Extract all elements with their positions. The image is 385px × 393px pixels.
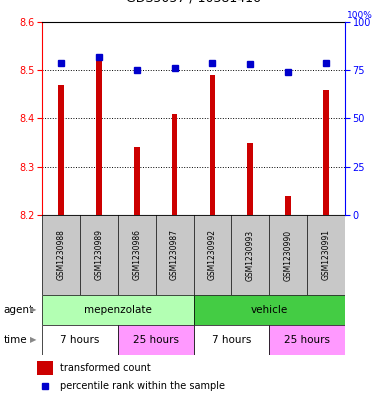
Text: GSM1230990: GSM1230990 <box>284 230 293 281</box>
Bar <box>323 90 329 215</box>
Text: transformed count: transformed count <box>60 363 151 373</box>
Text: 7 hours: 7 hours <box>212 335 251 345</box>
Bar <box>194 325 269 355</box>
Bar <box>209 75 215 215</box>
Bar <box>248 143 253 215</box>
Bar <box>58 85 64 215</box>
Text: 7 hours: 7 hours <box>60 335 100 345</box>
Text: percentile rank within the sample: percentile rank within the sample <box>60 381 225 391</box>
Text: 100%: 100% <box>347 11 373 20</box>
Text: vehicle: vehicle <box>251 305 288 315</box>
Text: mepenzolate: mepenzolate <box>84 305 152 315</box>
Text: GSM1230992: GSM1230992 <box>208 230 217 281</box>
Text: GSM1230989: GSM1230989 <box>94 230 103 281</box>
Bar <box>172 114 177 215</box>
Bar <box>269 325 345 355</box>
Bar <box>285 196 291 215</box>
Text: 25 hours: 25 hours <box>284 335 330 345</box>
Bar <box>42 295 194 325</box>
Text: 25 hours: 25 hours <box>132 335 179 345</box>
Text: agent: agent <box>4 305 34 315</box>
Text: GSM1230988: GSM1230988 <box>57 230 65 281</box>
Bar <box>42 325 118 355</box>
Bar <box>194 295 345 325</box>
Text: GSM1230986: GSM1230986 <box>132 230 141 281</box>
Bar <box>37 361 54 375</box>
Bar <box>134 147 139 215</box>
Text: ▶: ▶ <box>30 305 36 314</box>
Text: GSM1230991: GSM1230991 <box>321 230 331 281</box>
Text: GDS5057 / 10381416: GDS5057 / 10381416 <box>126 0 261 4</box>
Text: ▶: ▶ <box>30 336 36 345</box>
Text: time: time <box>4 335 27 345</box>
Text: GSM1230993: GSM1230993 <box>246 230 255 281</box>
Bar <box>118 325 194 355</box>
Text: GSM1230987: GSM1230987 <box>170 230 179 281</box>
Bar <box>96 61 102 215</box>
